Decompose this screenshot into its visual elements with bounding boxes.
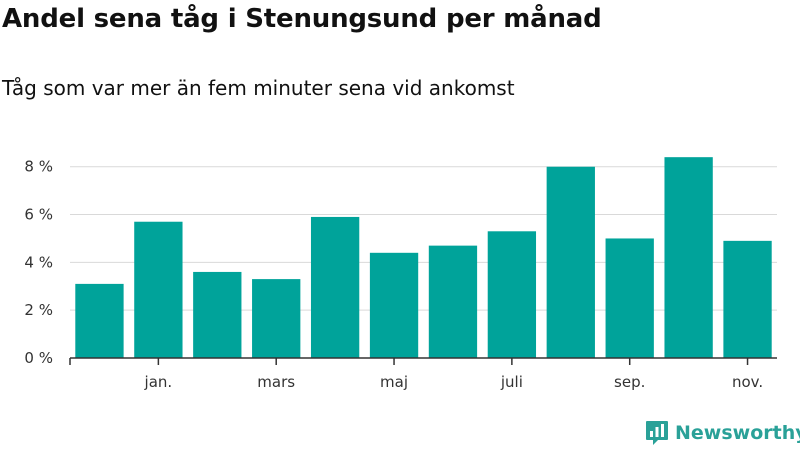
gridlines: [70, 166, 777, 311]
chart-title: Andel sena tåg i Stenungsund per månad: [2, 4, 602, 34]
x-tick-label: maj: [380, 373, 408, 391]
y-tick-label: 8 %: [24, 158, 53, 176]
bar: [75, 283, 124, 358]
x-tick-label: juli: [500, 373, 523, 391]
x-axis: [69, 357, 777, 365]
bar: [428, 245, 478, 358]
x-tick-label: mars: [257, 373, 295, 391]
brand-name: Newsworthy: [675, 422, 800, 444]
y-tick-label: 6 %: [24, 206, 53, 224]
bar: [134, 221, 183, 358]
bars: [75, 157, 772, 358]
y-tick-label: 2 %: [24, 301, 53, 319]
bar: [369, 252, 419, 358]
bar: [546, 166, 595, 358]
x-tick-label: jan.: [144, 373, 173, 391]
tick-labels: 0 % 2 % 4 % 6 % 8 % jan. mars maj juli sep. nov.: [24, 158, 763, 391]
y-tick-label: 4 %: [24, 253, 53, 271]
chart-subtitle: Tåg som var mer än fem minuter sena vid …: [2, 76, 515, 100]
x-tick-label: sep.: [614, 373, 645, 391]
newsworthy-logo-icon: [646, 421, 668, 445]
bar: [193, 271, 242, 358]
bar: [723, 240, 772, 358]
x-tick-label: nov.: [732, 373, 763, 391]
bar: [487, 231, 537, 358]
y-tick-label: 0 %: [24, 349, 53, 367]
bar: [252, 279, 301, 358]
bar: [664, 157, 713, 358]
newsworthy-brand: Newsworthy: [645, 420, 800, 446]
bar: [605, 238, 654, 358]
bar: [310, 216, 360, 358]
